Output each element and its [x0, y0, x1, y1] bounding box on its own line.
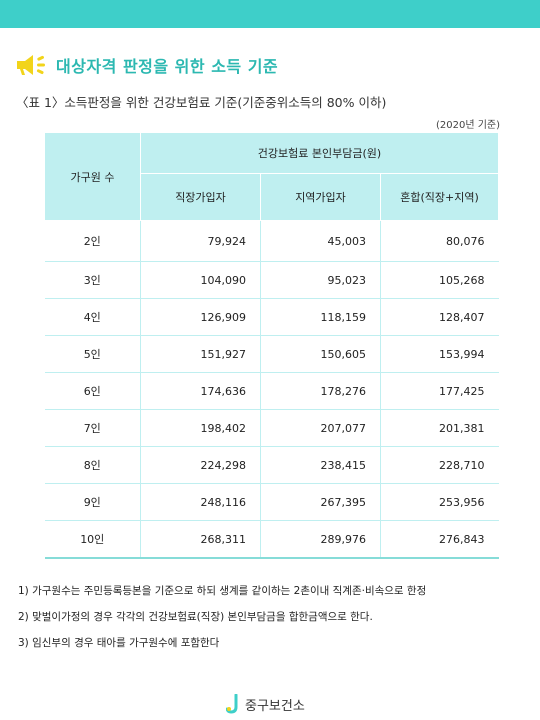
mixed-premium-cell: 177,425	[380, 372, 499, 410]
regional-premium-cell: 150,605	[260, 335, 381, 373]
mixed-premium-cell: 276,843	[380, 520, 499, 559]
mixed-premium-cell: 105,268	[380, 261, 499, 299]
employee-premium-cell: 104,090	[140, 261, 261, 299]
regional-subscriber-header: 지역가입자	[260, 173, 381, 221]
table-row: 4인 126,909 118,159 128,407	[44, 298, 499, 336]
mixed-premium-cell: 201,381	[380, 409, 499, 447]
footnotes: 1) 가구원수는 주민등록등본을 기준으로 하되 생계를 같이하는 2촌이내 직…	[18, 584, 426, 662]
footer-brand: 중구보건소	[225, 693, 305, 714]
footnote-3: 3) 임신부의 경우 태아를 가구원수에 포함한다	[18, 637, 220, 649]
household-size-cell: 9인	[44, 483, 141, 521]
table-row: 7인 198,402 207,077 201,381	[44, 409, 499, 447]
health-center-logo	[225, 693, 242, 714]
mixed-subscriber-header: 혼합(직장+지역)	[380, 173, 499, 221]
income-criteria-table: 가구원 수 건강보험료 본인부담금(원) 직장가입자 지역가입자 혼합(직장+지…	[44, 132, 499, 559]
table-row: 10인 268,311 289,976 276,843	[44, 520, 499, 559]
household-size-cell: 7인	[44, 409, 141, 447]
employee-premium-cell: 151,927	[140, 335, 261, 373]
household-size-header: 가구원 수	[44, 132, 141, 221]
employee-premium-cell: 268,311	[140, 520, 261, 559]
household-size-cell: 4인	[44, 298, 141, 336]
employee-premium-cell: 198,402	[140, 409, 261, 447]
employee-premium-cell: 174,636	[140, 372, 261, 410]
mixed-premium-cell: 80,076	[380, 220, 499, 262]
year-note: (2020년 기준)	[435, 120, 500, 131]
regional-premium-cell: 207,077	[260, 409, 381, 447]
table-row: 6인 174,636 178,276 177,425	[44, 372, 499, 410]
regional-premium-cell: 118,159	[260, 298, 381, 336]
table-row: 3인 104,090 95,023 105,268	[44, 261, 499, 299]
regional-premium-cell: 95,023	[260, 261, 381, 299]
mixed-premium-cell: 228,710	[380, 446, 499, 484]
mixed-premium-cell: 128,407	[380, 298, 499, 336]
table-row: 2인 79,924 45,003 80,076	[44, 220, 499, 262]
section-heading: 대상자격 판정을 위한 소득 기준	[14, 52, 278, 78]
table-caption: 〈표 1〉소득판정을 위한 건강보험료 기준(기준중위소득의 80% 이하)	[16, 95, 387, 110]
regional-premium-cell: 267,395	[260, 483, 381, 521]
footnote-2: 2) 맞벌이가정의 경우 각각의 건강보험료(직장) 본인부담금을 합한금액으로…	[18, 611, 373, 623]
footnote-1: 1) 가구원수는 주민등록등본을 기준으로 하되 생계를 같이하는 2촌이내 직…	[18, 585, 427, 597]
household-size-cell: 8인	[44, 446, 141, 484]
megaphone-icon	[14, 52, 48, 78]
employee-premium-cell: 79,924	[140, 220, 261, 262]
mixed-premium-cell: 253,956	[380, 483, 499, 521]
table-row: 5인 151,927 150,605 153,994	[44, 335, 499, 373]
mixed-premium-cell: 153,994	[380, 335, 499, 373]
employee-subscriber-header: 직장가입자	[140, 173, 261, 221]
household-size-cell: 3인	[44, 261, 141, 299]
regional-premium-cell: 178,276	[260, 372, 381, 410]
employee-premium-cell: 248,116	[140, 483, 261, 521]
household-size-cell: 2인	[44, 220, 141, 262]
footer-name: 중구보건소	[245, 698, 305, 714]
household-size-cell: 10인	[44, 520, 141, 559]
regional-premium-cell: 45,003	[260, 220, 381, 262]
employee-premium-cell: 224,298	[140, 446, 261, 484]
regional-premium-cell: 289,976	[260, 520, 381, 559]
household-size-cell: 5인	[44, 335, 141, 373]
employee-premium-cell: 126,909	[140, 298, 261, 336]
regional-premium-cell: 238,415	[260, 446, 381, 484]
top-banner-bar	[0, 0, 540, 28]
premium-group-header: 건강보험료 본인부담금(원)	[140, 132, 499, 174]
table-row: 9인 248,116 267,395 253,956	[44, 483, 499, 521]
section-title: 대상자격 판정을 위한 소득 기준	[56, 57, 279, 76]
table-row: 8인 224,298 238,415 228,710	[44, 446, 499, 484]
household-size-cell: 6인	[44, 372, 141, 410]
